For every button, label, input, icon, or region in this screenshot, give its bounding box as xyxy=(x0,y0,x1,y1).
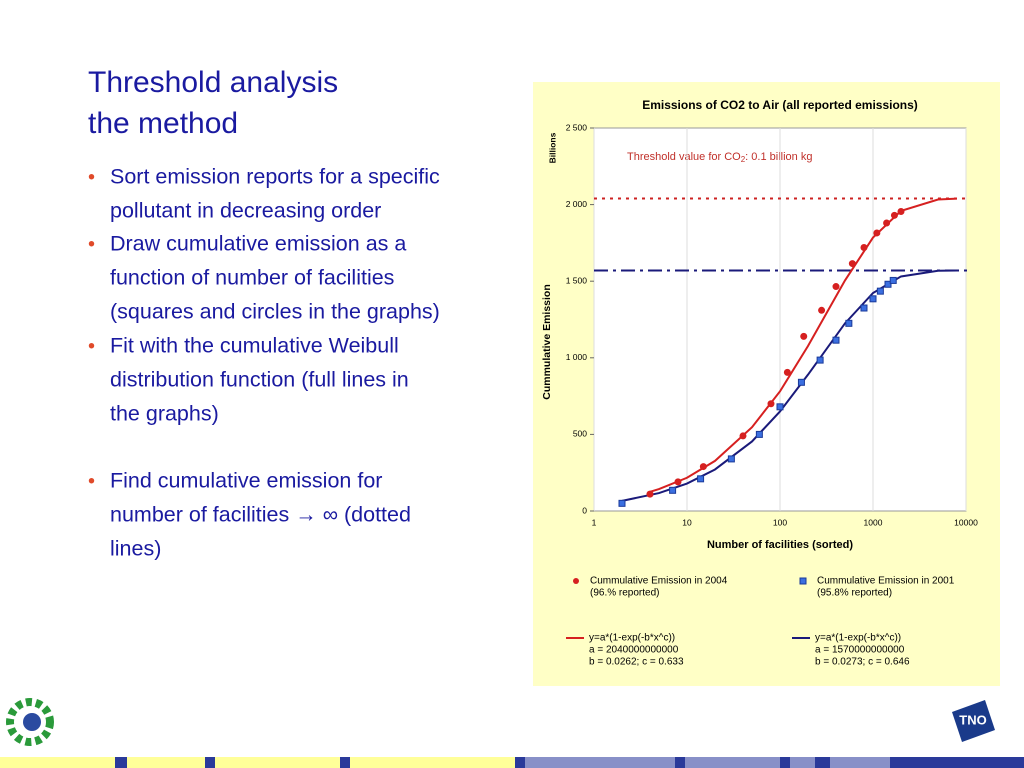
stripe xyxy=(525,757,675,768)
y-tick-label: 1 000 xyxy=(566,352,588,362)
point xyxy=(869,295,877,303)
stripe xyxy=(790,757,815,768)
y-tick-label: 500 xyxy=(573,429,587,439)
y-tick-label: 2 500 xyxy=(566,122,588,132)
point xyxy=(860,304,868,312)
x-tick-label: 10 xyxy=(682,517,692,527)
point xyxy=(674,478,682,486)
x-tick-label: 1 xyxy=(592,517,597,527)
x-tick-label: 1000 xyxy=(864,517,883,527)
stripe xyxy=(215,757,340,768)
bullet-dot: • xyxy=(88,470,95,492)
point xyxy=(897,207,905,215)
point xyxy=(876,287,884,295)
legend-note: (95.8% reported) xyxy=(817,588,892,599)
x-axis-label: Number of facilities (sorted) xyxy=(707,539,853,551)
stripe xyxy=(0,757,115,768)
left-logo xyxy=(6,698,54,746)
bullet-text: Fit with the cumulative Weibull xyxy=(110,334,399,358)
bullet-dot: • xyxy=(88,335,95,357)
point xyxy=(697,475,705,483)
logo-text: TNO xyxy=(959,712,986,727)
y-unit: Billions xyxy=(547,132,557,163)
legend-label: y=a*(1-exp(-b*x^c)) xyxy=(589,633,675,644)
chart-title: Emissions of CO2 to Air (all reported em… xyxy=(642,98,918,112)
legend-label: y=a*(1-exp(-b*x^c)) xyxy=(815,633,901,644)
y-tick-label: 0 xyxy=(582,505,587,515)
legend-note: a = 2040000000000 xyxy=(589,645,679,656)
bullet-text: Draw cumulative emission as a xyxy=(110,232,406,256)
point xyxy=(646,490,654,498)
point xyxy=(889,276,897,284)
slide-title: the method xyxy=(88,107,238,140)
y-tick-label: 2 000 xyxy=(566,199,588,209)
fit-line xyxy=(621,269,958,502)
bullet-text: Find cumulative emission for xyxy=(110,469,382,493)
point xyxy=(767,400,775,408)
fit-line xyxy=(649,197,958,493)
bullet-text: Sort emission reports for a specific xyxy=(110,165,440,189)
annotation-part: 2 xyxy=(741,155,746,164)
point xyxy=(816,356,824,364)
annotation-part: Threshold value for CO xyxy=(627,151,741,163)
bullet-text: lines) xyxy=(110,537,161,561)
point xyxy=(845,319,853,327)
x-tick-label: 10000 xyxy=(954,517,978,527)
point xyxy=(818,306,826,314)
point xyxy=(883,219,891,227)
y-tick-label: 1 500 xyxy=(566,275,588,285)
point xyxy=(783,368,791,376)
point xyxy=(860,243,868,251)
legend-swatch xyxy=(573,578,579,584)
point xyxy=(848,260,856,268)
point xyxy=(776,403,784,411)
legend-swatch xyxy=(799,577,807,585)
stripe xyxy=(127,757,205,768)
right-logo: TNO xyxy=(952,700,995,742)
stripe xyxy=(685,757,780,768)
legend-note: b = 0.0273; c = 0.646 xyxy=(815,657,910,668)
bullet-text: the graphs) xyxy=(110,402,219,426)
point xyxy=(739,432,747,440)
legend-note: b = 0.0262; c = 0.633 xyxy=(589,657,684,668)
legend-note: a = 1570000000000 xyxy=(815,645,905,656)
point xyxy=(800,332,808,340)
point xyxy=(884,280,892,288)
bullet-text: distribution function (full lines in xyxy=(110,368,409,392)
point xyxy=(669,486,677,494)
legend-label: Cummulative Emission in 2001 xyxy=(817,576,955,587)
x-tick-label: 100 xyxy=(773,517,787,527)
bullet-dot: • xyxy=(88,233,95,255)
logo-ring xyxy=(6,698,54,746)
stripe xyxy=(830,757,890,768)
point xyxy=(727,455,735,463)
legend-note: (96.% reported) xyxy=(590,588,659,599)
point xyxy=(873,229,881,237)
stripe xyxy=(350,757,515,768)
annotation-part: : 0.1 billion kg xyxy=(745,151,812,163)
bullet-dot: • xyxy=(88,166,95,188)
bullet-text: pollutant in decreasing order xyxy=(110,199,381,223)
point xyxy=(755,430,763,438)
slide-title: Threshold analysis xyxy=(88,66,338,99)
bullet-text: (squares and circles in the graphs) xyxy=(110,300,440,324)
point xyxy=(890,211,898,219)
logo-shape xyxy=(952,700,995,742)
point xyxy=(699,463,707,471)
logo-core xyxy=(23,713,41,731)
annotation: Threshold value for CO2: 0.1 billion kg xyxy=(627,151,812,164)
bullet-text: number of facilities → ∞ (dotted xyxy=(110,503,411,527)
point xyxy=(832,283,840,291)
point xyxy=(832,336,840,344)
y-axis-label: Cummulative Emission xyxy=(541,284,553,400)
point xyxy=(797,378,805,386)
bullet-text: function of number of facilities xyxy=(110,266,394,290)
point xyxy=(618,499,626,507)
legend-label: Cummulative Emission in 2004 xyxy=(590,576,728,587)
footer-bar xyxy=(0,757,1024,768)
